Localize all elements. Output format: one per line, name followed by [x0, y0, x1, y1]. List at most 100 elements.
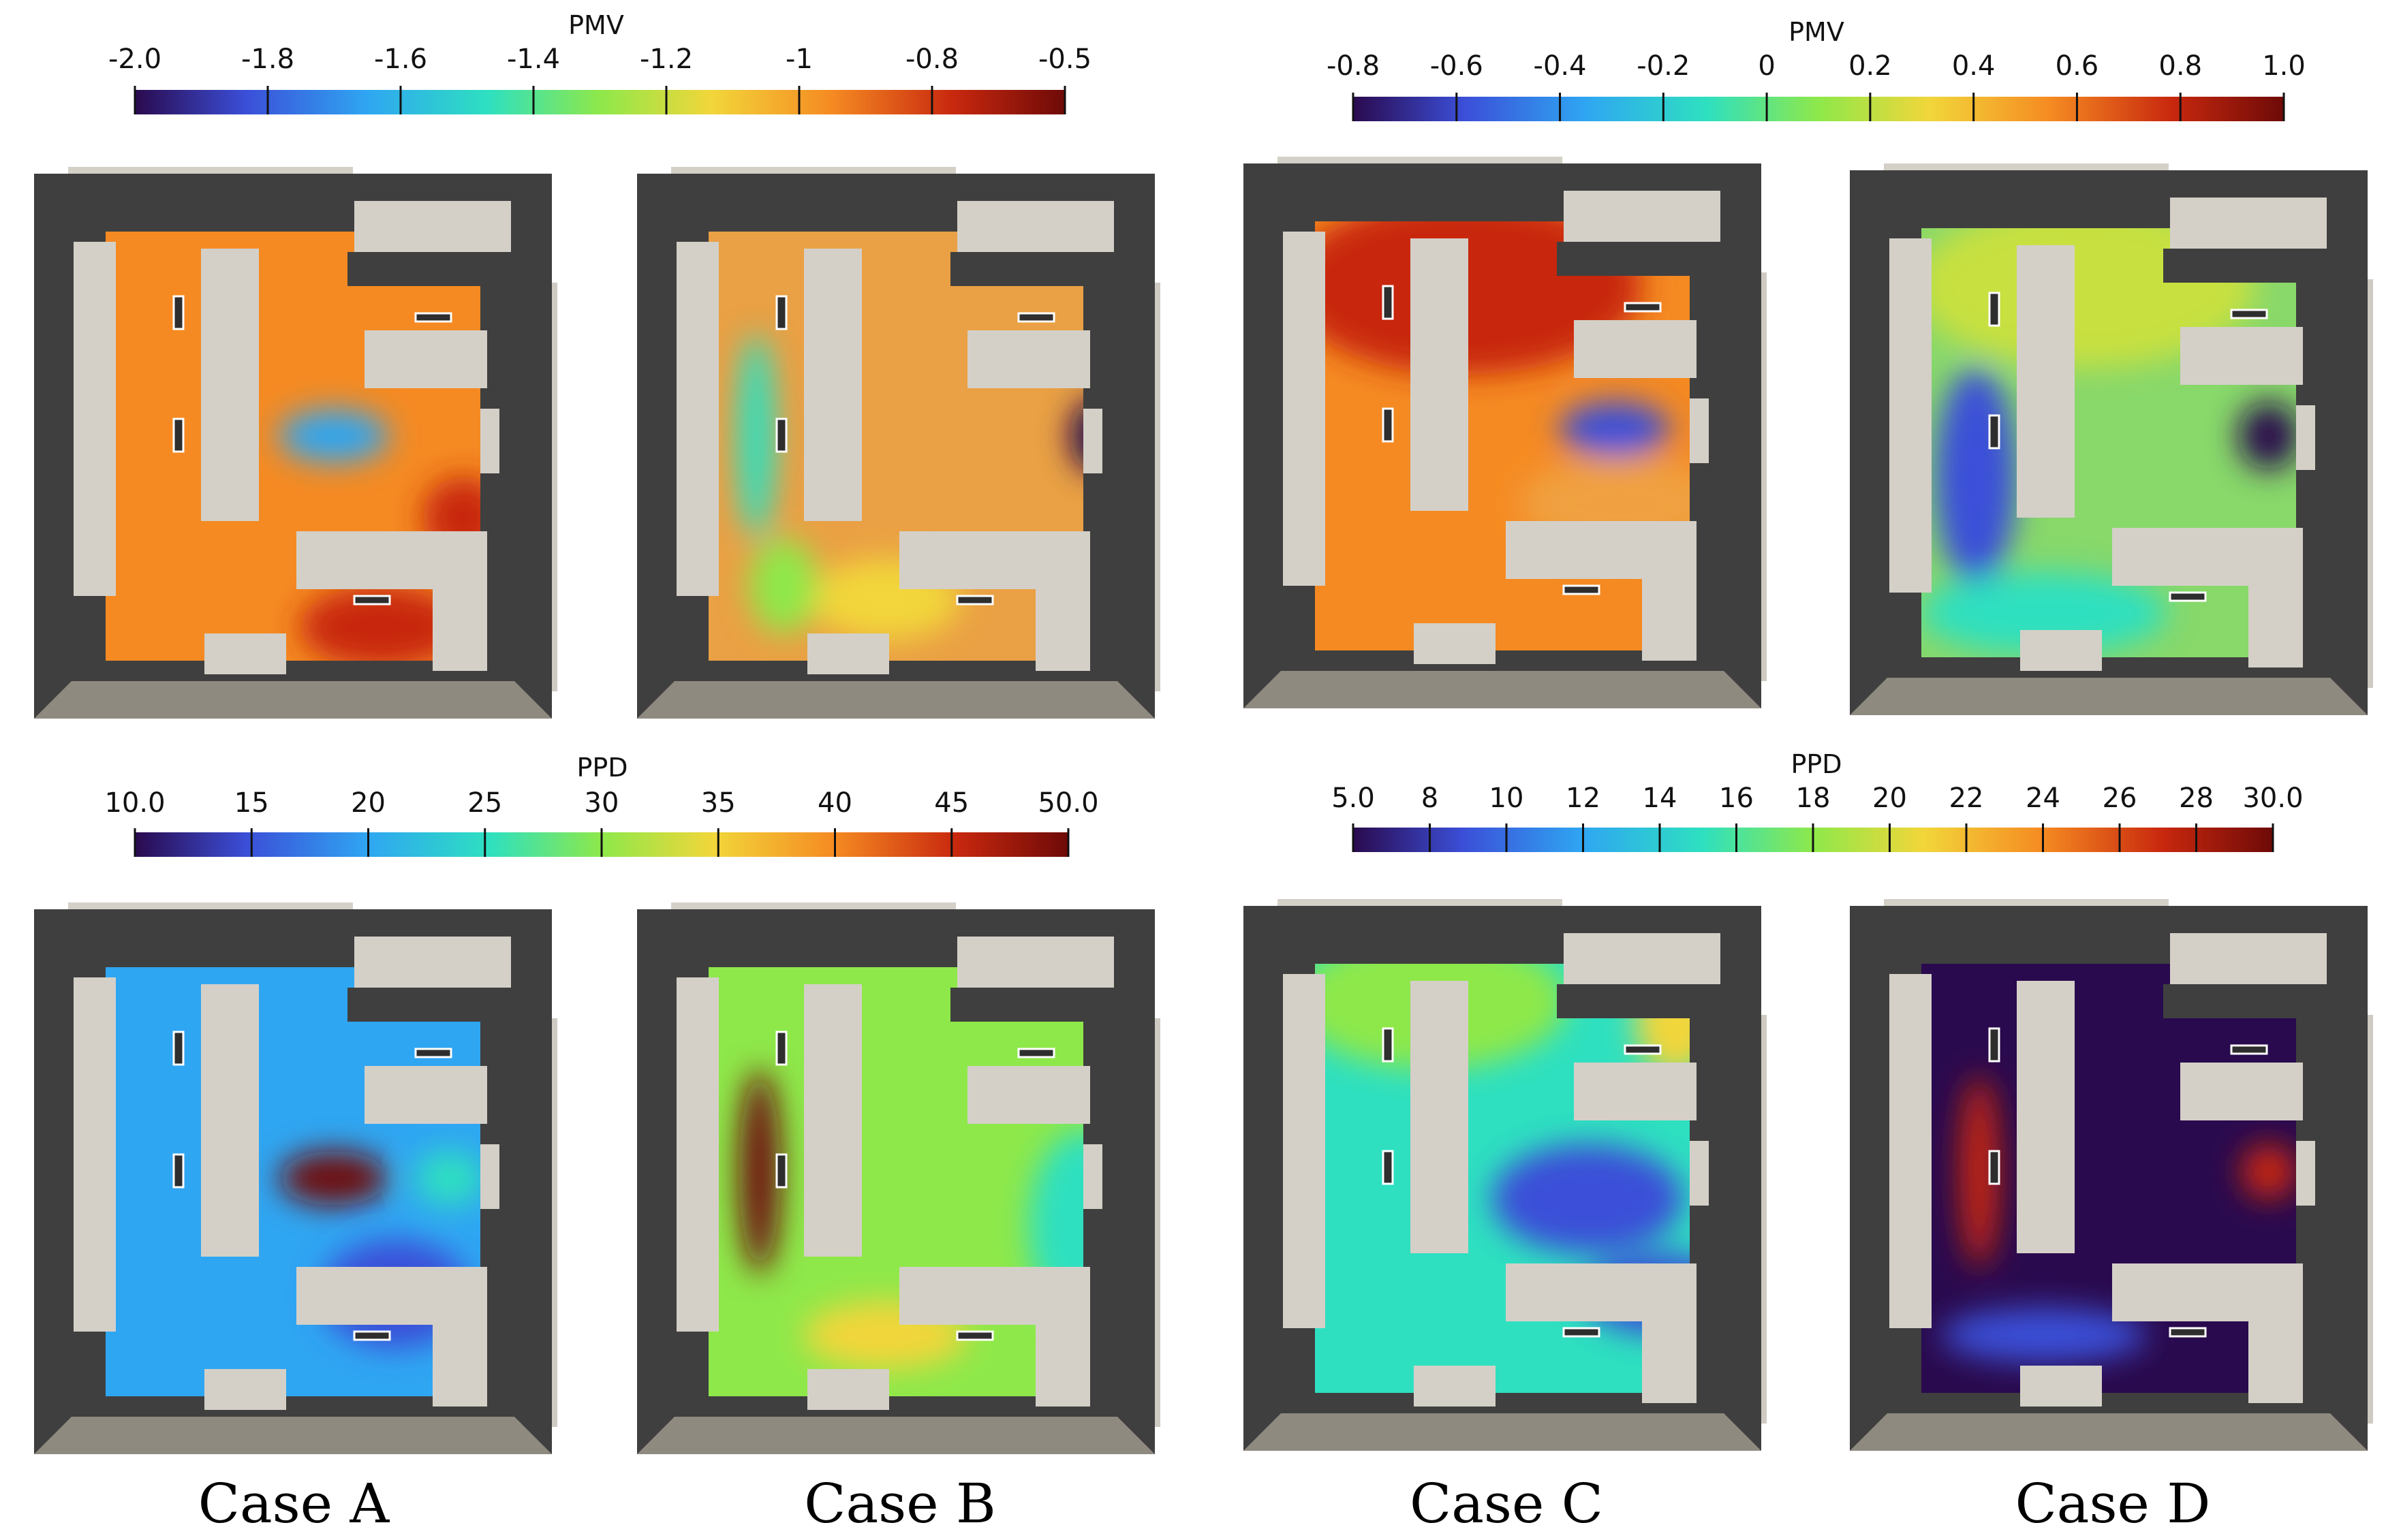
colorbar-tick-label: 15 — [234, 787, 269, 819]
colorbar-tick-label: 0.4 — [1952, 50, 1996, 82]
wall-notch — [1557, 242, 1727, 276]
chair — [172, 418, 185, 453]
furniture-cabinet-left — [74, 242, 116, 596]
comfort-field-zone — [737, 334, 775, 538]
chair — [1562, 1327, 1600, 1338]
colorbar-title: PMV — [1788, 17, 1844, 47]
colorbar-tick-label: 14 — [1643, 783, 1677, 814]
colorbar-tick-label: 25 — [467, 787, 502, 819]
comfort-field-zone — [1960, 1076, 1998, 1267]
chair — [2169, 591, 2207, 602]
comfort-field-zone — [1492, 1144, 1683, 1253]
chair — [1988, 292, 2000, 327]
comfort-field-zone — [416, 1151, 480, 1206]
furniture-cabinet-top-right — [957, 937, 1114, 988]
case-label-a: Case A — [198, 1472, 390, 1535]
colorbar-tick-label: 35 — [701, 787, 736, 819]
room-panel-pmv-case-d — [1850, 163, 2373, 715]
comfort-field-zone — [2238, 402, 2296, 470]
furniture-desk-vertical — [201, 984, 259, 1257]
colorbar-tick-label: -0.4 — [1534, 50, 1587, 82]
colorbar-tick-label: 0.8 — [2158, 50, 2202, 82]
room-panel-ppd-case-a — [34, 902, 557, 1454]
room-panel-pmv-case-b — [637, 167, 1160, 719]
wall-notch — [950, 988, 1121, 1022]
colorbar-tick-label: -1 — [786, 44, 813, 75]
furniture-window-unit — [2296, 1141, 2315, 1206]
chair — [775, 418, 788, 453]
colorbar-tick-label: 30 — [585, 787, 619, 819]
comfort-field-zone — [1070, 403, 1083, 469]
colorbar-title: PMV — [568, 10, 624, 40]
colorbar-ticks: 5.0 8 10 12 14 16 18 20 22 24 26 28 30.0 — [1331, 783, 2304, 852]
furniture-desk-vertical — [2017, 981, 2075, 1253]
furniture-cabinet-top-right — [2170, 933, 2327, 984]
colorbar-tick-label: 20 — [351, 787, 386, 819]
furniture-floor-box — [204, 1369, 286, 1410]
colorbar-tick-label: 8 — [1421, 783, 1438, 814]
furniture-window-unit — [1083, 1144, 1102, 1209]
furniture-desk-lower-leg — [1642, 1263, 1697, 1403]
room-floor-band — [1850, 1413, 2368, 1451]
comfort-field-zone — [739, 1069, 780, 1274]
furniture-desk-vertical — [1410, 981, 1468, 1253]
room-top-ledge — [1277, 899, 1562, 907]
colorbar-tick-label: -0.2 — [1637, 50, 1690, 82]
room-panel-ppd-case-c — [1243, 899, 1767, 1451]
comfort-field-zone — [1560, 402, 1669, 456]
chair — [1382, 285, 1394, 320]
chair — [1562, 584, 1600, 595]
colorbar-tick-label: 28 — [2179, 783, 2214, 814]
colorbar-pmv-cases-ab: PMV -2.0 -1.8 -1.6 -1.4 -1.2 -1 -0.8 -0.5 — [108, 10, 1091, 114]
room-top-ledge — [671, 902, 956, 911]
room-top-ledge — [68, 902, 353, 911]
room-top-ledge — [1884, 163, 2169, 172]
furniture-window-unit — [2296, 405, 2315, 470]
furniture-cabinet-left — [1889, 974, 1932, 1328]
colorbar-tick-label: 30.0 — [2242, 783, 2303, 814]
colorbar-tick-label: 40 — [818, 787, 852, 819]
room-panel-ppd-case-d — [1850, 899, 2373, 1451]
chair — [172, 1031, 185, 1066]
furniture-desk-vertical — [1410, 238, 1468, 511]
chair — [2230, 1044, 2268, 1055]
room-top-ledge — [1884, 899, 2169, 907]
furniture-floor-box — [807, 1369, 889, 1410]
furniture-cabinet-left — [1283, 232, 1325, 586]
chair — [775, 295, 788, 330]
furniture-desk-vertical — [804, 249, 862, 521]
colorbar-title: PPD — [1791, 749, 1842, 779]
chair — [1382, 1027, 1394, 1063]
wall-notch — [950, 252, 1121, 286]
furniture-window-unit — [480, 1144, 499, 1209]
furniture-cabinet-left — [74, 977, 116, 1332]
colorbar-tick-label: -1.6 — [374, 44, 427, 75]
colorbar-tick-label: 0.2 — [1848, 50, 1892, 82]
colorbar-tick-label: 0 — [1758, 50, 1775, 82]
room-floor-band — [1243, 1413, 1761, 1451]
room-floor-band — [637, 1417, 1155, 1454]
comfort-field-zone — [279, 410, 388, 462]
wall-notch — [2163, 984, 2334, 1018]
furniture-window-unit — [1690, 1141, 1709, 1206]
colorbar-tick-label: -1.2 — [640, 44, 693, 75]
furniture-cabinet-top-right — [354, 937, 511, 988]
chair — [1988, 414, 2000, 450]
chair — [2230, 309, 2268, 319]
chair — [1988, 1027, 2000, 1063]
chair — [2169, 1327, 2207, 1338]
colorbar-tick-label: 26 — [2103, 783, 2137, 814]
case-label-c: Case C — [1410, 1472, 1603, 1535]
furniture-desk-right — [365, 330, 487, 388]
room-side-strip — [1761, 1015, 1767, 1424]
room-side-strip — [552, 1018, 557, 1427]
furniture-cabinet-left — [677, 977, 719, 1332]
furniture-cabinet-top-right — [1564, 191, 1720, 242]
furniture-desk-right — [365, 1066, 487, 1124]
colorbar-ppd-cases-cd: PPD 5.0 8 10 12 14 16 18 20 22 24 26 28 30.0 — [1331, 749, 2304, 852]
furniture-desk-right — [2180, 327, 2303, 385]
colorbar-ppd-cases-ab: PPD 10.0 15 20 25 30 35 40 45 50.0 — [104, 753, 1099, 857]
chair — [353, 595, 391, 606]
colorbar-title: PPD — [576, 753, 628, 783]
room-side-strip — [552, 283, 557, 691]
